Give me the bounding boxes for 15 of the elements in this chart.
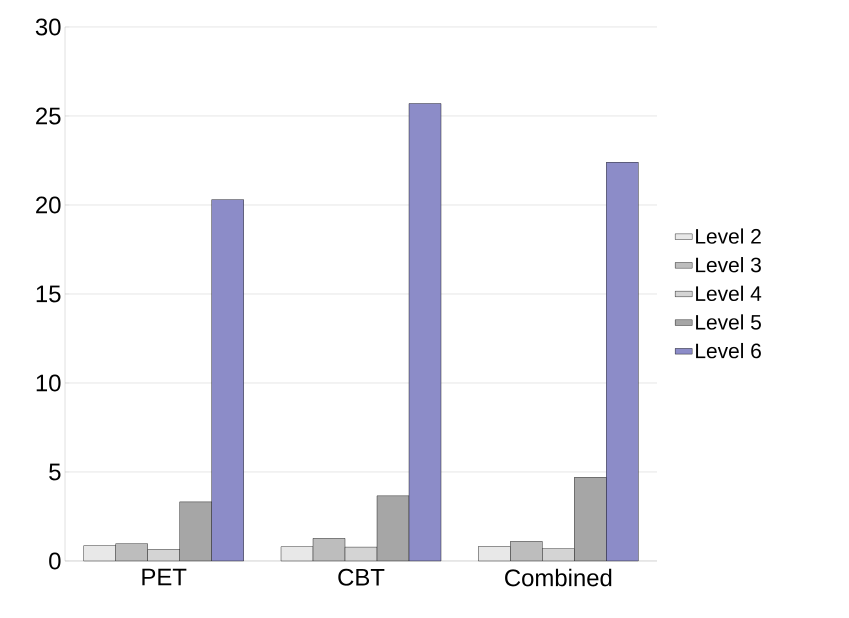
y-tick-label: 30 — [36, 18, 61, 36]
y-tick-label: 5 — [49, 464, 60, 480]
y-tick-label: 15 — [36, 286, 60, 302]
x-tick-label: PET — [142, 568, 186, 586]
legend-label: Level 6 — [696, 342, 761, 358]
x-tick-label: CBT — [338, 568, 384, 586]
y-tick-label: 10 — [36, 374, 61, 392]
legend-label: Level 5 — [696, 314, 761, 330]
x-tick-label: Combined — [505, 568, 612, 586]
legend-label: Level 4 — [696, 286, 762, 302]
y-tick-label: 20 — [36, 196, 61, 214]
legend-label: Level 2 — [696, 228, 761, 244]
y-tick-label: 0 — [49, 552, 61, 570]
legend-label: Level 3 — [696, 257, 761, 272]
y-tick-label: 25 — [36, 108, 60, 124]
